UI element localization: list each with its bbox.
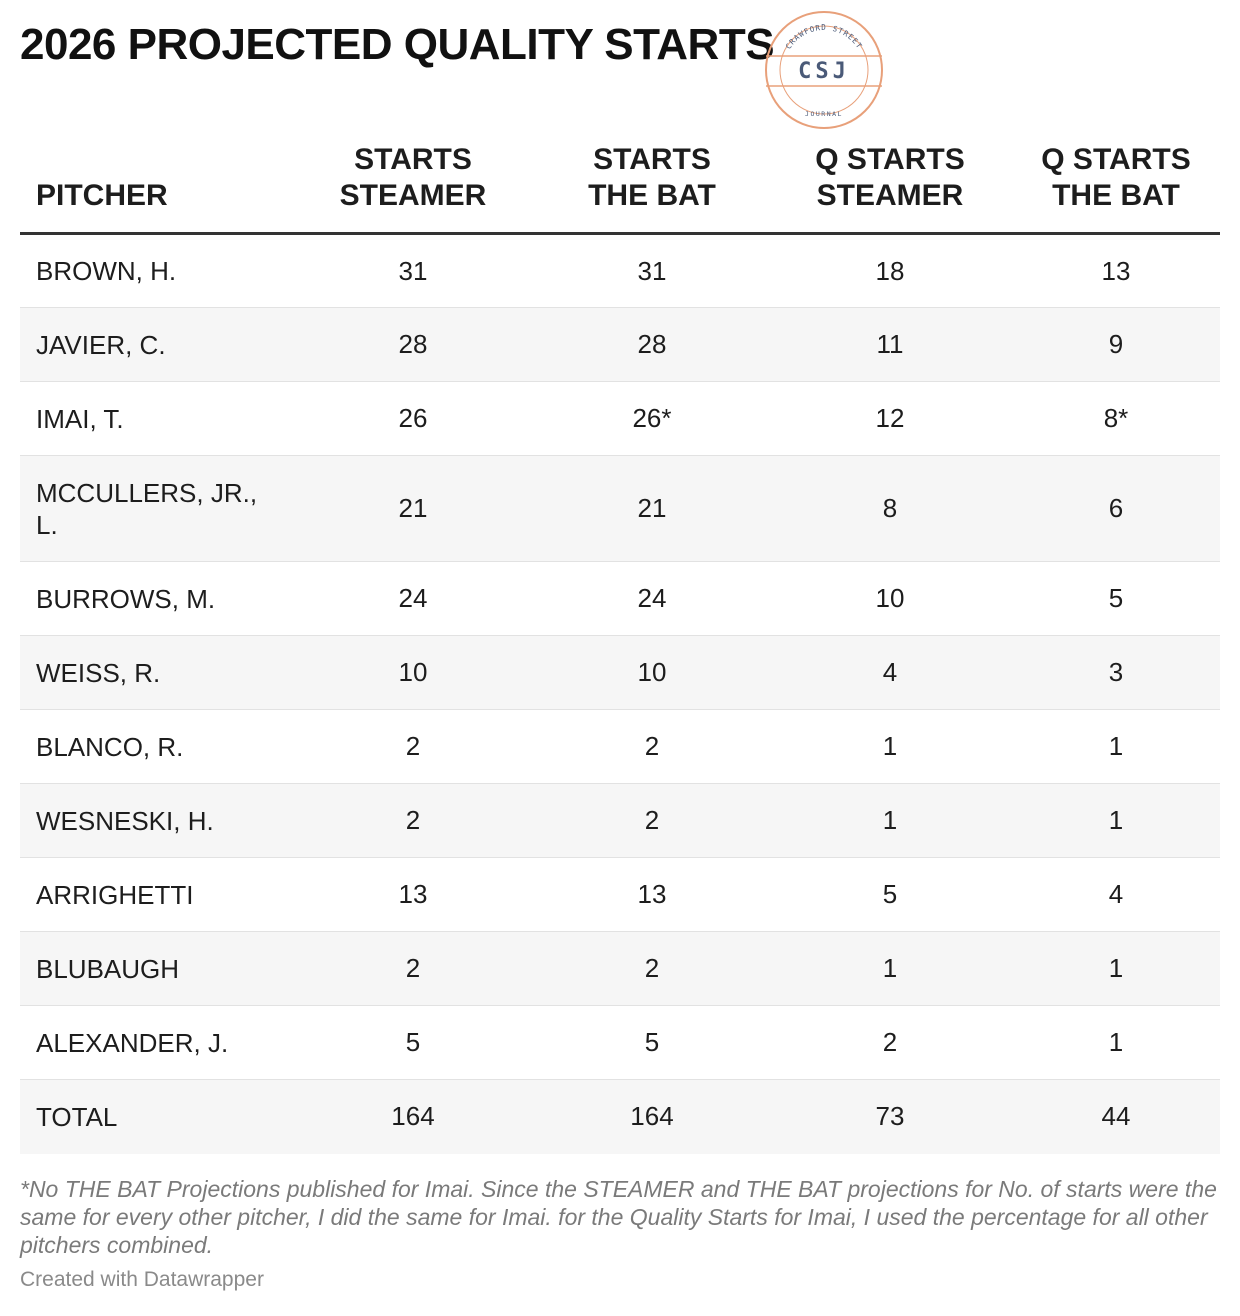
cell-starts-steamer: 24 <box>290 561 536 636</box>
col-header-pitcher: PITCHER <box>20 110 290 235</box>
cell-starts-the-bat: 13 <box>536 857 768 932</box>
header-line-1: PITCHER <box>36 179 168 212</box>
table-row: WEISS, R. 10 10 4 3 <box>20 635 1220 710</box>
cell-pitcher: ARRIGHETTI <box>20 857 290 932</box>
cell-q-starts-the-bat: 1 <box>1012 931 1220 1006</box>
header-row: PITCHER STARTS STEAMER STARTS THE BAT Q START… <box>20 110 1220 235</box>
cell-q-starts-steamer: 11 <box>768 307 1012 382</box>
cell-starts-the-bat: 164 <box>536 1079 768 1154</box>
cell-q-starts-steamer: 10 <box>768 561 1012 636</box>
cell-q-starts-the-bat: 9 <box>1012 307 1220 382</box>
cell-pitcher: BLANCO, R. <box>20 709 290 784</box>
cell-starts-steamer: 31 <box>290 233 536 308</box>
cell-starts-the-bat: 2 <box>536 931 768 1006</box>
cell-starts-steamer: 21 <box>290 455 536 562</box>
table-row: JAVIER, C. 28 28 11 9 <box>20 307 1220 382</box>
table-row: BLUBAUGH 2 2 1 1 <box>20 931 1220 1006</box>
cell-q-starts-steamer: 5 <box>768 857 1012 932</box>
header-line-1: STARTS <box>354 143 472 176</box>
header-line-1: STARTS <box>593 143 711 176</box>
cell-pitcher: ALEXANDER, J. <box>20 1005 290 1080</box>
cell-q-starts-steamer: 8 <box>768 455 1012 562</box>
cell-starts-the-bat: 31 <box>536 233 768 308</box>
cell-q-starts-the-bat: 1 <box>1012 1005 1220 1080</box>
cell-pitcher: IMAI, T. <box>20 381 290 456</box>
cell-starts-steamer: 28 <box>290 307 536 382</box>
cell-pitcher: BURROWS, M. <box>20 561 290 636</box>
cell-starts-steamer: 10 <box>290 635 536 710</box>
footnote: *No THE BAT Projections published for Im… <box>20 1176 1217 1258</box>
cell-q-starts-the-bat: 4 <box>1012 857 1220 932</box>
header-line-1: Q STARTS <box>1041 143 1191 176</box>
col-header-starts-steamer: STARTS STEAMER <box>290 110 536 235</box>
cell-starts-steamer: 26 <box>290 381 536 456</box>
cell-starts-the-bat: 26* <box>536 381 768 456</box>
cell-starts-steamer: 13 <box>290 857 536 932</box>
col-header-q-starts-the-bat: Q STARTS THE BAT <box>1012 110 1220 235</box>
cell-starts-the-bat: 5 <box>536 1005 768 1080</box>
credit-line: Created with Datawrapper <box>20 1268 264 1291</box>
col-header-starts-the-bat: STARTS THE BAT <box>536 110 768 235</box>
header-line-2: STEAMER <box>339 179 487 212</box>
cell-q-starts-steamer: 2 <box>768 1005 1012 1080</box>
cell-pitcher: BLUBAUGH <box>20 931 290 1006</box>
cell-pitcher: WEISS, R. <box>20 635 290 710</box>
table-row: BURROWS, M. 24 24 10 5 <box>20 561 1220 636</box>
cell-starts-the-bat: 28 <box>536 307 768 382</box>
header-line-1: Q STARTS <box>815 143 965 176</box>
cell-q-starts-steamer: 1 <box>768 783 1012 858</box>
cell-q-starts-steamer: 18 <box>768 233 1012 308</box>
table-row: IMAI, T. 26 26* 12 8* <box>20 381 1220 456</box>
cell-starts-steamer: 2 <box>290 783 536 858</box>
col-header-q-starts-steamer: Q STARTS STEAMER <box>768 110 1012 235</box>
cell-q-starts-the-bat: 3 <box>1012 635 1220 710</box>
cell-q-starts-the-bat: 1 <box>1012 783 1220 858</box>
table-row: ALEXANDER, J. 5 5 2 1 <box>20 1005 1220 1080</box>
cell-pitcher: JAVIER, C. <box>20 307 290 382</box>
cell-q-starts-steamer: 1 <box>768 931 1012 1006</box>
header-line-2: STEAMER <box>816 179 964 212</box>
cell-q-starts-steamer: 12 <box>768 381 1012 456</box>
cell-starts-steamer: 2 <box>290 709 536 784</box>
cell-starts-steamer: 2 <box>290 931 536 1006</box>
cell-q-starts-the-bat: 1 <box>1012 709 1220 784</box>
cell-q-starts-the-bat: 44 <box>1012 1079 1220 1154</box>
svg-text:CRAWFORD STREET: CRAWFORD STREET <box>784 23 865 51</box>
cell-pitcher: MCCULLERS, JR., L. <box>20 455 290 562</box>
cell-pitcher: WESNESKI, H. <box>20 783 290 858</box>
cell-q-starts-the-bat: 13 <box>1012 233 1220 308</box>
header-line-2: THE BAT <box>1052 179 1180 212</box>
cell-q-starts-the-bat: 5 <box>1012 561 1220 636</box>
cell-starts-the-bat: 10 <box>536 635 768 710</box>
total-row: TOTAL 164 164 73 44 <box>20 1079 1220 1154</box>
cell-q-starts-the-bat: 8* <box>1012 381 1220 456</box>
table-body: BROWN, H. 31 31 18 13 JAVIER, C. 28 28 11 9 IMAI, … <box>20 233 1220 1154</box>
cell-pitcher: TOTAL <box>20 1079 290 1154</box>
cell-starts-steamer: 164 <box>290 1079 536 1154</box>
table-row: BROWN, H. 31 31 18 13 <box>20 233 1220 308</box>
table-row: ARRIGHETTI 13 13 5 4 <box>20 857 1220 932</box>
chart-title: 2026 PROJECTED QUALITY STARTS <box>20 20 775 69</box>
cell-starts-the-bat: 21 <box>536 455 768 562</box>
cell-q-starts-the-bat: 6 <box>1012 455 1220 562</box>
cell-pitcher: BROWN, H. <box>20 233 290 308</box>
cell-starts-the-bat: 2 <box>536 709 768 784</box>
header-line-2: THE BAT <box>588 179 716 212</box>
table-row: BLANCO, R. 2 2 1 1 <box>20 709 1220 784</box>
table-row: MCCULLERS, JR., L. 21 21 8 6 <box>20 455 1220 562</box>
quality-starts-table: PITCHER STARTS STEAMER STARTS THE BAT Q START… <box>20 110 1220 1154</box>
cell-q-starts-steamer: 73 <box>768 1079 1012 1154</box>
table-row: WESNESKI, H. 2 2 1 1 <box>20 783 1220 858</box>
cell-q-starts-steamer: 4 <box>768 635 1012 710</box>
cell-starts-the-bat: 2 <box>536 783 768 858</box>
svg-text:CSJ: CSJ <box>798 59 850 84</box>
cell-starts-steamer: 5 <box>290 1005 536 1080</box>
cell-q-starts-steamer: 1 <box>768 709 1012 784</box>
table-header: PITCHER STARTS STEAMER STARTS THE BAT Q START… <box>20 110 1220 235</box>
cell-starts-the-bat: 24 <box>536 561 768 636</box>
